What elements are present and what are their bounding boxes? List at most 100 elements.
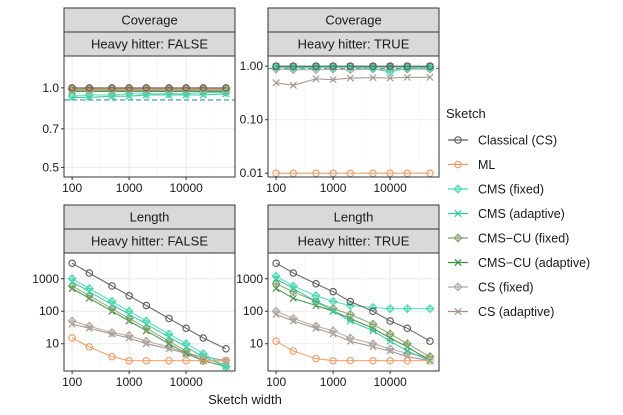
series-line-ml [71, 337, 226, 362]
point-ml-8 [426, 169, 434, 177]
y-tick-label: 0.10 [240, 113, 264, 127]
strip-col-label-box [63, 228, 236, 254]
x-tick-label: 10000 [373, 181, 407, 195]
y-tick-label: 1.00 [240, 59, 264, 73]
point-classical-cs-3 [329, 287, 337, 296]
point-classical-cs-1 [289, 62, 298, 70]
point-ml-5 [369, 169, 377, 177]
y-tick-label: 100 [39, 304, 59, 318]
point-classical-cs-7 [199, 84, 208, 92]
strip-col-label-box [267, 228, 440, 254]
point-cs-adaptive-6-b [386, 74, 394, 82]
point-classical-cs-7 [403, 62, 412, 70]
legend-label: CMS (adaptive) [478, 207, 565, 221]
x-tick-label: 10000 [373, 375, 407, 389]
point-cs-adaptive-1-b [289, 81, 297, 89]
panel-coverage-heavy-hitter-false: Coverage Heavy hitter: FALSE 0.5 0.7 1.0 100 1… [42, 7, 236, 195]
legend-label: CMS−CU (fixed) [478, 232, 569, 246]
point-ml-6 [386, 356, 394, 365]
series-group [67, 84, 231, 102]
point-classical-cs-3 [125, 84, 133, 92]
point-cms-adaptive-3-b [329, 307, 337, 315]
panel-border [63, 55, 236, 178]
strip-col-label: Heavy hitter: TRUE [298, 37, 410, 52]
legend-item-cms-fixed: CMS (fixed) [448, 183, 544, 197]
point-cs-adaptive-8-b [426, 73, 434, 81]
point-classical-cs-2 [312, 62, 320, 70]
point-ml-5 [165, 356, 173, 365]
point-classical-cs-8 [426, 337, 434, 345]
point-classical-cs-8 [222, 345, 230, 353]
point-classical-cs-5 [369, 307, 377, 315]
point-classical-cs-0 [68, 259, 76, 267]
point-ml-0 [272, 169, 280, 177]
series-group [271, 259, 435, 365]
x-tick-label: 10000 [169, 181, 203, 195]
point-classical-cs-7 [199, 334, 208, 342]
point-cms-adaptive-5-b [369, 327, 377, 335]
point-ml-6 [386, 169, 394, 177]
series-group [271, 62, 435, 177]
x-tick-label: 100 [62, 181, 82, 195]
legend-item-ml: ML [448, 158, 495, 172]
point-ml-1 [289, 347, 298, 355]
legend-item-cms-adaptive: CMS (adaptive) [448, 207, 565, 221]
point-ml-0 [272, 337, 280, 345]
strip-row-label: Length [130, 210, 170, 225]
point-cms-adaptive-4-b [346, 317, 354, 325]
point-ml-2 [108, 352, 116, 361]
point-cs-adaptive-5-b [369, 74, 377, 82]
point-ml-6 [182, 356, 190, 365]
strip-row-label: Length [334, 210, 374, 225]
point-cs-adaptive-2-b [312, 75, 320, 83]
legend-key-marker-b [454, 307, 462, 316]
series-cs-fixed [271, 306, 435, 362]
point-cs-adaptive-0-b [272, 79, 280, 87]
plot-area [64, 56, 235, 177]
series-cs-adaptive [272, 73, 434, 89]
strip-row-label: Coverage [121, 13, 177, 28]
point-classical-cs-2 [312, 280, 320, 288]
legend-key-marker [454, 160, 462, 169]
legend-item-cms-cu-fixed: CMS−CU (fixed) [448, 232, 569, 246]
point-ml-7 [403, 356, 412, 365]
point-ml-7 [403, 169, 412, 177]
point-cms-adaptive-2-b [312, 297, 320, 306]
plot-area [268, 56, 439, 177]
strip-col-label: Heavy hitter: FALSE [91, 37, 208, 52]
point-classical-cs-5 [165, 84, 173, 92]
point-ml-2 [312, 354, 320, 363]
point-classical-cs-3 [329, 62, 337, 70]
strip-row-label-box [267, 204, 440, 230]
point-ml-3 [125, 356, 133, 365]
x-tick-label: 10000 [169, 375, 203, 389]
point-classical-cs-3 [125, 291, 133, 300]
point-cms-adaptive-6-b [386, 337, 394, 345]
point-classical-cs-4 [346, 297, 355, 306]
panel-border [267, 252, 440, 372]
series-classical-cs [272, 259, 434, 345]
point-classical-cs-4 [142, 84, 151, 92]
point-classical-cs-0 [68, 84, 76, 92]
x-tick-label: 1000 [116, 181, 143, 195]
point-classical-cs-1 [85, 84, 94, 92]
x-axis-title: Sketch width [208, 392, 282, 407]
strip-row-label-box [63, 204, 236, 230]
legend-label: CMS−CU (adaptive) [478, 256, 590, 270]
point-cms-cu-adaptive-1-b [289, 294, 297, 302]
series-classical-cs [272, 62, 434, 70]
strip-row-label: Coverage [325, 13, 381, 28]
y-tick-label: 0.7 [42, 122, 59, 136]
strip-row-label-box [63, 7, 236, 33]
y-tick-label: 100 [243, 304, 263, 318]
point-classical-cs-4 [142, 301, 151, 310]
point-classical-cs-6 [386, 317, 394, 325]
point-classical-cs-0 [272, 62, 280, 70]
legend-key-marker-b [454, 258, 462, 267]
series-cms-fixed [67, 274, 231, 372]
series-group [67, 259, 231, 372]
panel-border [63, 252, 236, 372]
point-classical-cs-2 [108, 282, 116, 290]
point-ml-8 [426, 356, 434, 365]
